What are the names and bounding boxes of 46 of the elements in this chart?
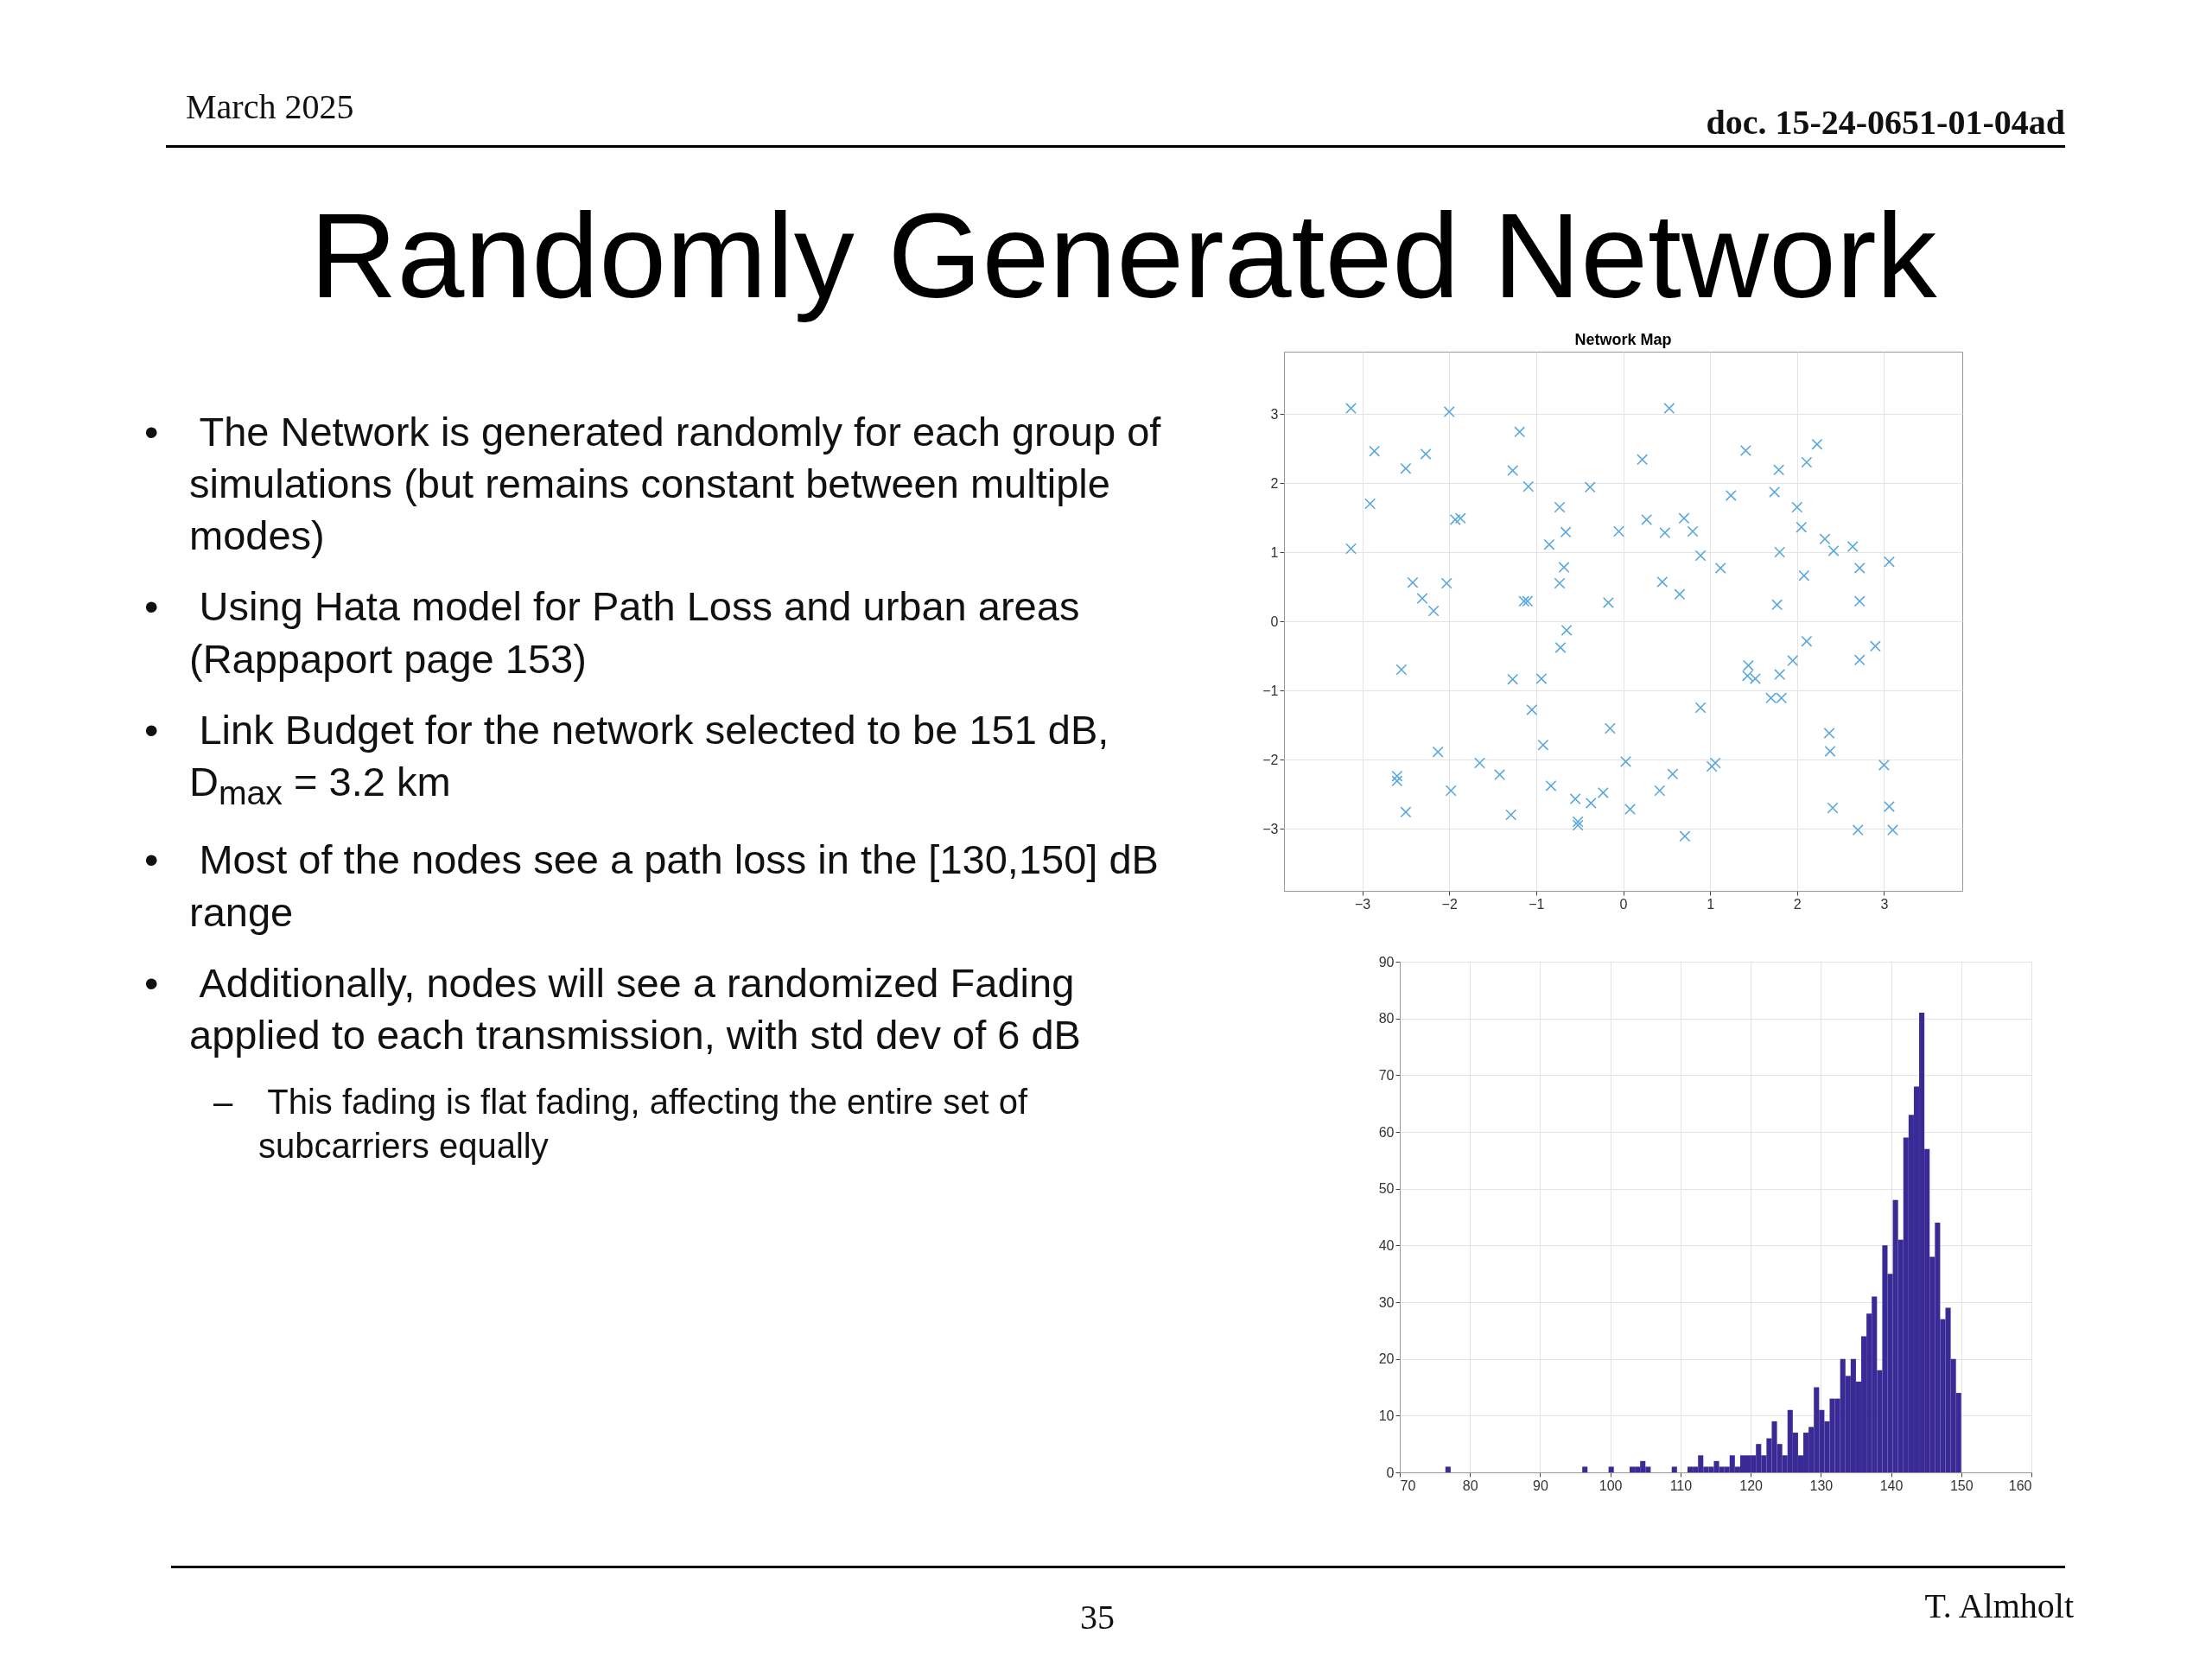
x-tick-label: 1 — [1707, 896, 1715, 912]
x-tick-label: 150 — [1949, 1478, 1974, 1493]
x-tick-label: 160 — [2008, 1478, 2032, 1493]
y-tick-label: 0 — [1386, 1465, 1395, 1480]
x-tick-label: 80 — [1462, 1478, 1478, 1493]
y-tick-label: 40 — [1378, 1237, 1395, 1253]
text: Randomly Generated Network — [308, 187, 1938, 325]
y-tick-label: 30 — [1378, 1294, 1395, 1310]
x-tick-label: 100 — [1599, 1478, 1623, 1493]
text: • Using Hata model for Path Loss and urban areas (Rappaport page 153) — [144, 582, 1081, 683]
x-tick-label: −2 — [1441, 896, 1458, 912]
text: • Link Budget for the network selected to be 151 dB, D$_{max}$ = 3.2 km — [144, 705, 1110, 814]
x-tick-label: 0 — [1619, 896, 1628, 912]
text: • Most of the nodes see a path loss in the [130,150] dB range — [144, 836, 1160, 937]
y-tick-label: 20 — [1378, 1351, 1395, 1367]
x-tick-label: 90 — [1533, 1478, 1548, 1493]
y-tick-label: 1 — [1270, 544, 1279, 560]
y-tick-label: 2 — [1270, 475, 1279, 491]
text: • Additionally, nodes will see a randomized Fading applied to each transmission, with std dev of 6 dB — [144, 958, 1082, 1059]
x-tick-label: 120 — [1739, 1478, 1764, 1493]
x-tick-label: 140 — [1879, 1478, 1904, 1493]
y-tick-label: −1 — [1262, 683, 1279, 698]
y-tick-label: −2 — [1262, 752, 1279, 767]
y-tick-label: 3 — [1270, 406, 1279, 422]
x-tick-label: −3 — [1354, 896, 1371, 912]
text: 35 — [1080, 1597, 1115, 1637]
y-tick-label: −3 — [1262, 821, 1279, 836]
y-tick-label: 90 — [1378, 954, 1395, 969]
x-tick-label: 3 — [1880, 896, 1889, 912]
text: – This fading is flat fading, affecting the entire set of subcarriers equally — [213, 1082, 1029, 1167]
text: T. Almholt — [1924, 1586, 2074, 1626]
y-tick-label: 70 — [1378, 1067, 1395, 1083]
x-tick-label: 110 — [1669, 1478, 1693, 1493]
y-tick-label: 0 — [1270, 613, 1279, 629]
chart-title: Network Map — [1574, 331, 1672, 348]
x-tick-label: 70 — [1400, 1478, 1416, 1493]
text: doc. 15-24-0651-01-04ad — [1706, 102, 2065, 143]
text: March 2025 — [186, 86, 354, 127]
x-tick-label: 2 — [1793, 896, 1802, 912]
y-tick-label: 60 — [1378, 1124, 1395, 1140]
x-tick-label: 130 — [1809, 1478, 1834, 1493]
y-tick-label: 80 — [1378, 1011, 1395, 1027]
text: • The Network is generated randomly for each group of simulations (but remains constant between multiple modes) — [144, 408, 1162, 561]
y-tick-label: 50 — [1378, 1181, 1395, 1197]
x-tick-label: −1 — [1529, 896, 1545, 912]
y-tick-label: 10 — [1378, 1408, 1395, 1423]
